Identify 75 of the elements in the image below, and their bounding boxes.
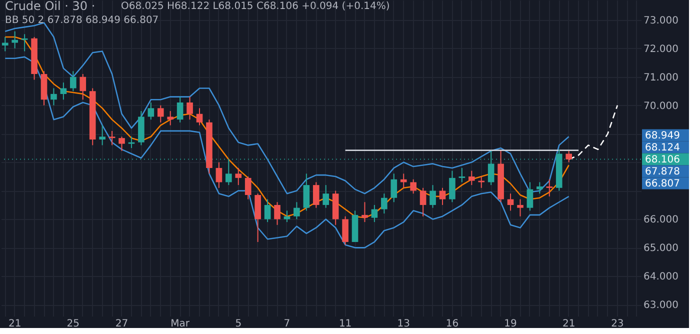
text: 66.807 <box>645 178 680 190</box>
x-tick-label: Mar <box>170 318 190 330</box>
line-series <box>4 36 570 218</box>
candlestick <box>303 173 310 212</box>
candlestick <box>342 216 348 246</box>
x-tick-label: 19 <box>504 318 517 330</box>
text: 67.878 <box>645 166 680 178</box>
candlestick <box>439 187 446 206</box>
y-tick-label: 63.000 <box>644 300 678 312</box>
x-tick-label: 16 <box>446 318 459 330</box>
candlestick <box>244 176 252 200</box>
y-tick-label: 70.000 <box>644 100 678 112</box>
candlestick <box>362 202 368 223</box>
candlestick <box>430 184 436 208</box>
candlestick <box>536 182 543 194</box>
x-tick-label: 7 <box>284 318 290 330</box>
candlestick <box>381 193 388 214</box>
text: 68.124 <box>645 142 680 154</box>
candlestick <box>70 70 76 92</box>
line-series <box>4 56 570 248</box>
x-tick-label: 11 <box>338 318 352 330</box>
chart-title: Crude Oil · 30 · <box>5 0 96 13</box>
candlestick <box>196 108 203 126</box>
candlestick <box>2 36 8 52</box>
candlestick <box>99 124 106 146</box>
candlestick <box>294 202 300 220</box>
ref-line-label: 68.106 <box>645 154 680 166</box>
chart-subtitle: O68.025 H68.122 L68.015 C68.106 +0.094 (+0.14%) <box>121 1 390 12</box>
candlestick <box>216 162 222 188</box>
candlestick <box>264 198 271 223</box>
candlestick <box>167 110 174 126</box>
candlestick <box>60 82 67 100</box>
x-tick-label: 25 <box>66 318 80 330</box>
candlestick <box>458 167 466 183</box>
candlestick <box>410 178 416 194</box>
x-tick-label: 27 <box>115 318 128 330</box>
candlestick <box>118 136 125 152</box>
candlestick <box>312 182 320 208</box>
candlestick <box>50 88 57 106</box>
y-tick-label: 64.000 <box>644 272 678 283</box>
candlestick <box>449 170 456 203</box>
x-tick-label: 21 <box>8 318 22 330</box>
candlestick <box>390 173 398 203</box>
candlestick <box>128 136 135 149</box>
candlestick <box>176 96 184 123</box>
y-tick-label: 66.000 <box>644 214 678 226</box>
annotation: BB 50 2 67.878 68.949 66.807 <box>5 15 159 26</box>
candlestick <box>148 102 154 120</box>
candlestick <box>507 193 514 212</box>
candlestick <box>21 34 28 52</box>
candlestick <box>420 187 426 217</box>
y-tick-label: 71.000 <box>644 72 678 84</box>
candlestick <box>566 150 572 163</box>
candlestick <box>108 130 116 146</box>
candlestick <box>322 184 330 208</box>
candlestick <box>371 204 378 223</box>
x-tick-label: 13 <box>397 318 410 330</box>
x-tick-label: 5 <box>235 318 242 330</box>
candlestick <box>186 96 193 120</box>
candlestick <box>157 104 164 123</box>
candlestick <box>12 30 18 49</box>
y-tick-label: 72.000 <box>644 44 678 55</box>
candlestick <box>235 167 242 186</box>
candlestick <box>274 202 280 226</box>
candlestick <box>400 173 407 188</box>
x-tick-label: 23 <box>611 318 624 330</box>
y-tick-label: 73.000 <box>644 15 678 26</box>
candlestick <box>80 74 86 100</box>
candlestick <box>546 178 553 197</box>
candlestick <box>517 198 524 217</box>
text: 68.949 <box>645 130 680 142</box>
candlestick <box>468 170 475 186</box>
y-tick-label: 65.000 <box>644 243 678 254</box>
x-tick-label: 21 <box>562 318 576 330</box>
candlestick <box>526 182 534 212</box>
